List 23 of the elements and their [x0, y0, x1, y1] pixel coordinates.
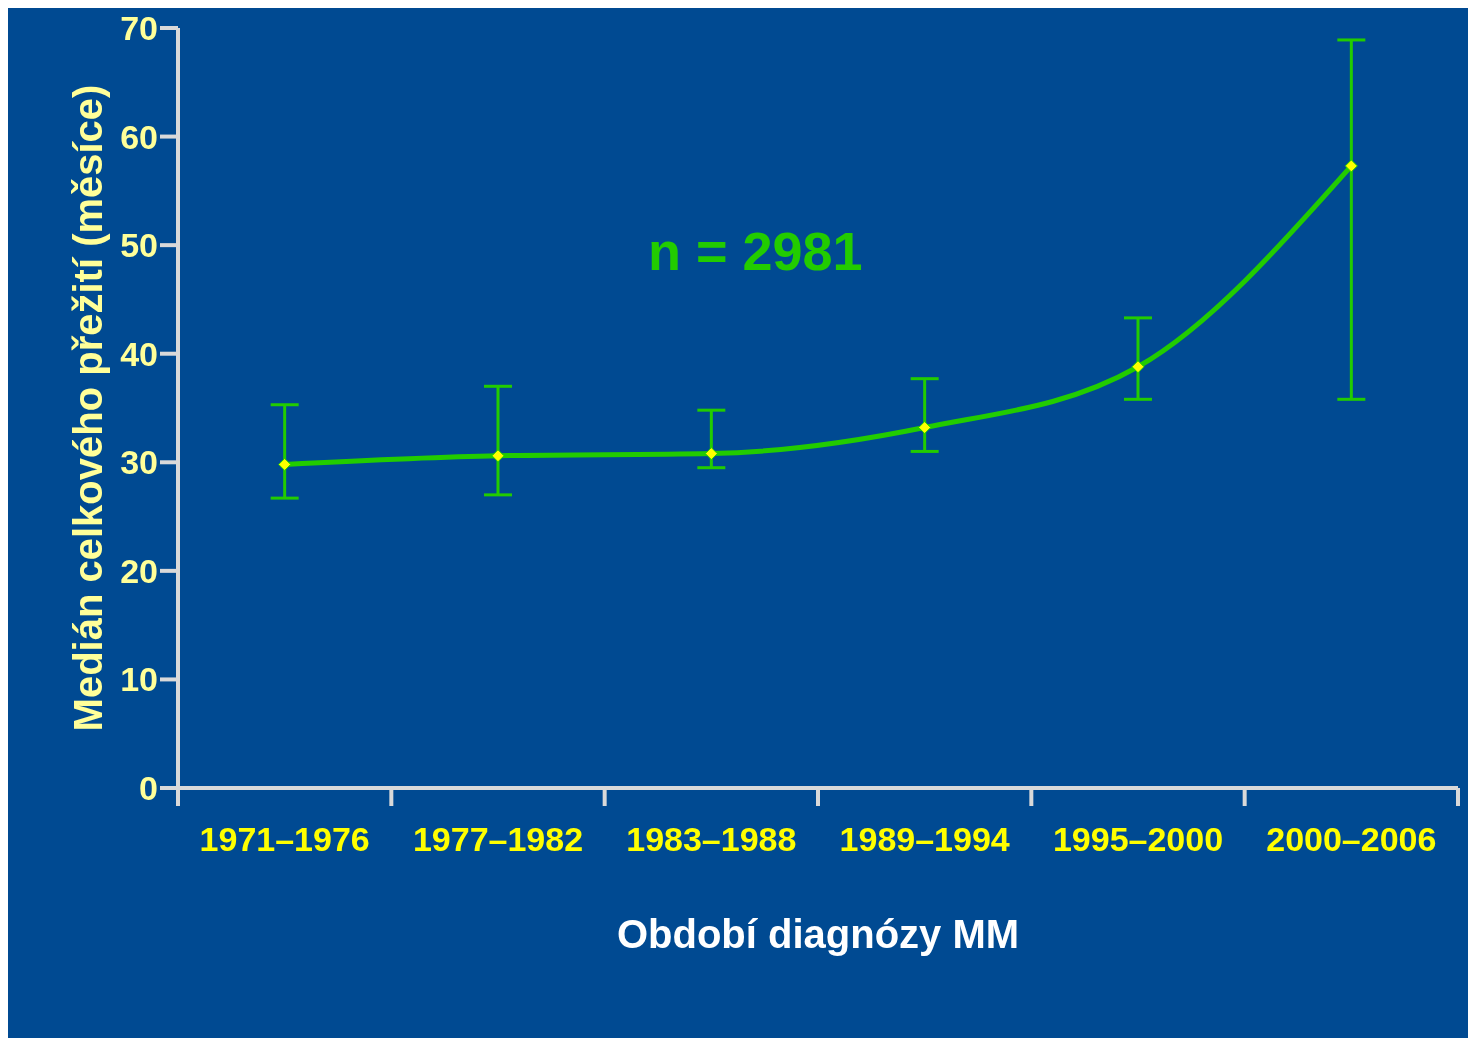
x-tick-label: 1995–2000 [1052, 820, 1224, 858]
point [918, 421, 932, 435]
x-tick-label: 1989–1994 [839, 820, 1010, 858]
annotation: n = 2981 [648, 220, 863, 282]
x-tick-label: 1971–1976 [199, 820, 370, 858]
point [1131, 360, 1145, 374]
y-tick-label: 20 [120, 551, 158, 590]
x-tick-label: 2000–2006 [1266, 820, 1437, 858]
y-axis-title: Medián celkového přežití (měsíce) [66, 84, 111, 732]
y-tick-label: 50 [120, 226, 158, 265]
y-tick-label: 60 [120, 117, 158, 156]
point [278, 457, 292, 471]
y-tick-label: 0 [139, 769, 158, 808]
y-tick-label: 70 [120, 9, 158, 48]
point [491, 449, 505, 463]
point [1344, 159, 1358, 173]
point [704, 447, 718, 461]
y-tick-label: 30 [120, 443, 158, 482]
x-tick-label: 1983–1988 [626, 820, 797, 858]
y-tick-label: 40 [120, 334, 158, 373]
x-tick-label: 1977–1982 [412, 820, 584, 858]
x-axis-title: Období diagnózy MM [616, 912, 1020, 956]
y-tick-label: 10 [120, 660, 158, 699]
